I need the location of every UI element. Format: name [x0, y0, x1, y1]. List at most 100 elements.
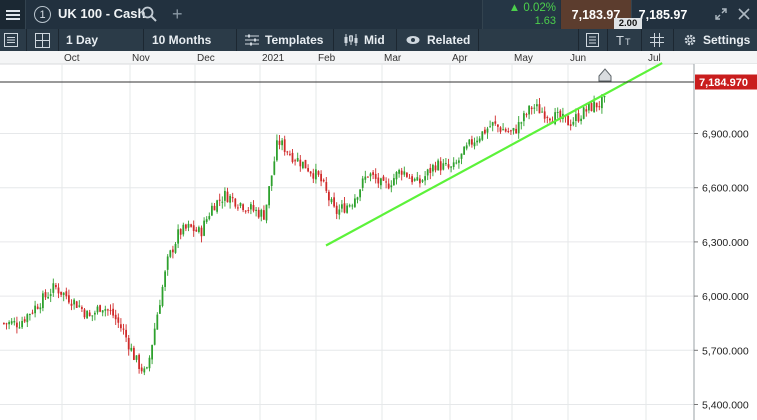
range-dropdown[interactable]: 10 Months — [152, 29, 211, 51]
candle — [234, 197, 237, 209]
related-label: Related — [427, 33, 471, 47]
chart-menu-button[interactable] — [4, 29, 18, 51]
candle — [481, 131, 484, 142]
candle — [190, 223, 192, 228]
candle — [291, 148, 294, 164]
price-chart[interactable]: Oct Nov Dec 2021 Feb Mar Apr May Jun Jul 5,400.00… — [0, 51, 757, 420]
candle — [549, 117, 551, 124]
candle — [250, 201, 252, 215]
candle — [338, 204, 341, 220]
candle — [452, 157, 455, 170]
candle — [411, 173, 413, 185]
candle — [434, 161, 437, 173]
candle — [78, 300, 81, 308]
add-icon[interactable]: + — [172, 4, 183, 24]
interval-label: 1 Day — [66, 33, 99, 47]
candle — [278, 135, 281, 150]
candle — [140, 363, 143, 374]
candle — [257, 207, 260, 219]
related-button[interactable]: Related — [406, 29, 470, 51]
svg-text:T: T — [625, 37, 631, 47]
indicators-button[interactable] — [586, 29, 599, 51]
grid-toggle-button[interactable] — [650, 29, 664, 51]
candle — [26, 313, 29, 328]
candle — [104, 305, 107, 317]
slot-number-badge[interactable]: 1 — [34, 6, 51, 23]
candle — [146, 366, 148, 370]
candle — [359, 189, 361, 202]
candle — [460, 153, 463, 165]
interval-dropdown[interactable]: 1 Day — [66, 29, 98, 51]
candle — [419, 174, 421, 188]
candle — [133, 345, 135, 361]
candle — [107, 308, 109, 316]
candle — [491, 121, 494, 132]
price-type-dropdown[interactable]: Mid — [343, 29, 385, 51]
templates-button[interactable]: Templates — [245, 29, 323, 51]
change-percent: 0.02% — [523, 2, 556, 14]
candle — [244, 210, 247, 214]
layout-button[interactable] — [35, 29, 50, 51]
candle — [372, 169, 374, 180]
candle — [5, 322, 8, 330]
candlestick-chart[interactable]: Oct Nov Dec 2021 Feb Mar Apr May Jun Jul 5,400.00… — [0, 51, 757, 420]
settings-button[interactable]: Settings — [683, 29, 750, 51]
candle — [447, 158, 450, 170]
candle — [177, 224, 179, 249]
candle — [387, 178, 390, 190]
sell-price-button[interactable]: 7,183.97 — [561, 0, 631, 29]
candle — [588, 103, 590, 114]
candle — [593, 95, 595, 113]
candle — [421, 179, 424, 184]
candle — [130, 343, 133, 352]
candle — [283, 135, 286, 156]
candle — [351, 203, 354, 210]
candle — [507, 127, 510, 134]
templates-label: Templates — [265, 33, 324, 47]
candle — [289, 150, 291, 157]
search-icon[interactable] — [140, 5, 158, 23]
candle — [44, 289, 47, 301]
candle — [517, 116, 520, 139]
candle — [356, 196, 359, 204]
candle — [60, 291, 62, 298]
candle — [455, 159, 458, 165]
list-icon — [4, 33, 18, 47]
expand-icon[interactable] — [714, 7, 728, 21]
candle — [49, 288, 52, 303]
candle — [52, 278, 55, 297]
daily-change: ▲ 0.02% 1.63 — [482, 0, 560, 29]
trendline[interactable] — [325, 62, 663, 247]
candle — [156, 312, 159, 330]
candle — [174, 241, 177, 254]
candle — [211, 202, 213, 217]
grid-layout-icon — [35, 32, 50, 48]
candle — [304, 159, 307, 169]
menu-icon[interactable] — [0, 0, 26, 29]
candle — [468, 139, 471, 147]
candle — [369, 172, 372, 182]
candle — [34, 300, 36, 318]
close-icon[interactable] — [737, 7, 751, 21]
candle — [138, 353, 140, 374]
candle — [424, 171, 426, 186]
home-marker-icon[interactable] — [598, 68, 612, 82]
candle — [416, 171, 419, 181]
instrument-title[interactable]: UK 100 - Cash — [58, 6, 146, 21]
candle — [109, 304, 112, 315]
candle — [268, 185, 270, 209]
candle — [205, 216, 208, 224]
candle — [164, 269, 166, 291]
candle — [317, 170, 320, 177]
candle — [510, 129, 512, 135]
candles-icon — [344, 34, 358, 46]
candle — [13, 317, 16, 326]
month-label: May — [514, 53, 533, 64]
candle — [286, 150, 289, 156]
candle — [169, 249, 172, 259]
candle — [307, 164, 309, 173]
candle — [471, 135, 473, 148]
candle — [23, 316, 26, 324]
